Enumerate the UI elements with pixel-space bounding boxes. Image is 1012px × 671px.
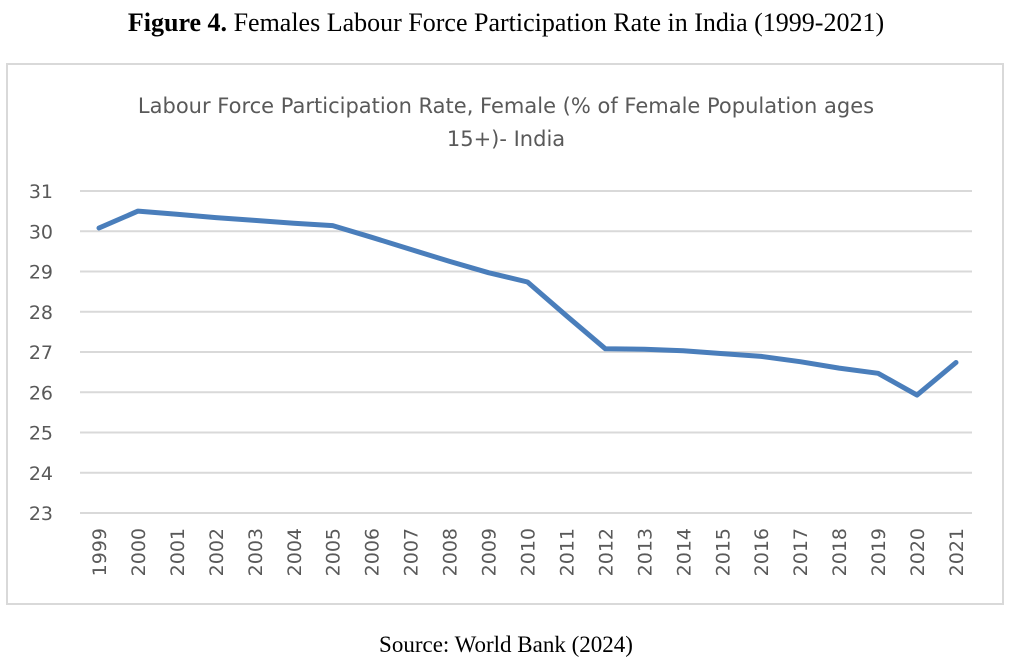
- source-note: Source: World Bank (2024): [379, 632, 633, 657]
- y-tick-label: 27: [29, 342, 53, 364]
- figure-caption: Figure 4. Females Labour Force Participa…: [0, 8, 1012, 38]
- x-tick-label: 2005: [323, 528, 345, 576]
- x-tick-label: 2007: [401, 528, 423, 576]
- x-tick-label: 2011: [556, 528, 578, 576]
- x-tick-label: 2013: [634, 528, 656, 576]
- x-tick-label: 2003: [245, 528, 267, 576]
- x-tick-label: 2009: [479, 528, 501, 576]
- x-tick-label: 2006: [362, 528, 384, 576]
- y-tick-label: 25: [29, 423, 53, 445]
- y-tick-label: 28: [29, 302, 53, 324]
- chart-title-line-2: 15+)- India: [447, 127, 565, 151]
- x-tick-label: 2016: [751, 528, 773, 576]
- y-tick-label: 24: [29, 463, 53, 485]
- gridlines: [80, 190, 972, 514]
- x-tick-label: 2001: [167, 528, 189, 576]
- x-tick-label: 2002: [206, 528, 228, 576]
- x-tick-label: 2018: [829, 528, 851, 576]
- x-tick-label: 2008: [440, 528, 462, 576]
- x-tick-label: 2012: [595, 528, 617, 576]
- x-tick-label: 2021: [946, 528, 968, 576]
- chart-frame: [6, 63, 1004, 605]
- x-tick-label: 2015: [712, 528, 734, 576]
- x-tick-label: 2000: [128, 528, 150, 576]
- x-tick-label: 2019: [868, 528, 890, 576]
- x-tick-label: 2010: [518, 528, 540, 576]
- figure-caption-text: Females Labour Force Participation Rate …: [227, 8, 885, 37]
- x-tick-label: 2017: [790, 528, 812, 576]
- x-tick-label: 1999: [89, 528, 111, 576]
- x-axis: 1999 2000 2001 2002 2003 2004 2005 2006 2007 2008…: [89, 528, 968, 576]
- y-axis: 23 24 25 26 27 28 29 30 31: [29, 181, 53, 525]
- chart-title-line-1: Labour Force Participation Rate, Female …: [138, 94, 874, 118]
- y-tick-label: 30: [29, 221, 53, 243]
- x-tick-label: 2020: [907, 528, 929, 576]
- y-tick-label: 23: [29, 503, 53, 525]
- figure-label: Figure 4.: [127, 8, 228, 37]
- y-tick-label: 29: [29, 262, 53, 284]
- x-tick-label: 2014: [673, 528, 695, 576]
- y-tick-label: 31: [29, 181, 53, 203]
- series-line: [96, 208, 959, 398]
- y-tick-label: 26: [29, 382, 53, 404]
- series-group: [96, 208, 959, 398]
- x-tick-label: 2004: [284, 528, 306, 576]
